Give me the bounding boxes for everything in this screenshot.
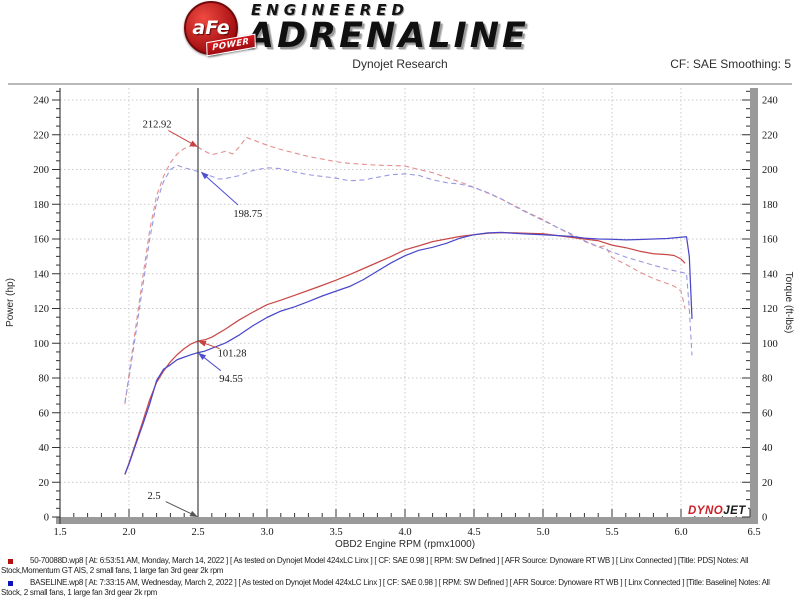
watermark-bg: [686, 503, 748, 516]
series-3: [124, 231, 693, 475]
annotation-arrowhead: [189, 510, 198, 517]
annotation-arrow: [202, 342, 220, 350]
x-tick-label: 5.5: [605, 527, 618, 538]
y-tick-label-left: 160: [33, 235, 49, 246]
afe-logo-block: aFe POWER ENGINEERED ADRENALINE: [184, 0, 529, 57]
y-tick-label-right: 160: [762, 235, 778, 246]
annotation-arrowhead: [198, 352, 207, 361]
annotation-arrowhead: [200, 171, 209, 180]
y-tick-label-right: 200: [762, 165, 778, 176]
y-axis-title-right: Torque (ft-lbs): [783, 272, 794, 334]
legend-line: Stock, 2 small fans, 1 large fan 3rd gea…: [1, 588, 158, 597]
x-tick-label: 2.5: [191, 527, 204, 538]
legend-marker-red: [8, 559, 13, 564]
y-tick-label-left: 120: [33, 304, 49, 315]
legend-text-modified: 50-70088D.wp8 [ At: 6:53:51 AM, Monday, …: [0, 556, 800, 576]
x-tick-label: 5.0: [536, 527, 549, 538]
x-tick-label: 4.5: [467, 527, 480, 538]
y-tick-label-right: 20: [762, 478, 773, 489]
annotation-arrow: [201, 355, 222, 372]
x-tick-label: 4.0: [398, 527, 411, 538]
y-tick-label-left: 220: [33, 130, 49, 141]
series-2: [124, 231, 686, 475]
y-tick-label-left: 100: [33, 339, 49, 350]
y-tick-label-right: 80: [762, 374, 773, 385]
y-tick-label-right: 40: [762, 443, 773, 454]
annotation-arrowhead: [189, 140, 198, 148]
legend-line: 50-70088D.wp8 [ At: 6:53:51 AM, Monday, …: [30, 556, 749, 565]
annotation-arrow: [204, 174, 239, 206]
legend: 50-70088D.wp8 [ At: 6:53:51 AM, Monday, …: [0, 556, 800, 600]
y-tick-label-right: 60: [762, 408, 773, 419]
y-tick-label-left: 140: [33, 269, 49, 280]
chart-header-row: Dynojet Research CF: SAE Smoothing: 5: [0, 57, 800, 73]
x-tick-label: 6.5: [747, 527, 760, 538]
brand-adrenaline: ADRENALINE: [247, 15, 529, 56]
legend-marker-blue: [8, 581, 13, 586]
y-tick-label-right: 100: [762, 339, 778, 350]
brand-engineered: ENGINEERED: [251, 0, 409, 19]
smoothing-setting: CF: SAE Smoothing: 5: [670, 57, 791, 71]
y-tick-label-right: 240: [762, 96, 778, 107]
y-tick-label-right: 120: [762, 304, 778, 315]
x-tick-label: 3.0: [260, 527, 273, 538]
chart-title: Dynojet Research: [352, 57, 448, 71]
legend-row-modified: 50-70088D.wp8 [ At: 6:53:51 AM, Monday, …: [0, 556, 800, 576]
afe-badge-text: aFe: [192, 17, 230, 39]
series-1: [124, 164, 693, 403]
y-tick-label-left: 80: [39, 374, 50, 385]
annotation-212.92: 212.92: [143, 120, 172, 131]
dyno-chart[interactable]: 1.5 2.0 2.5 3.0 3.5 4.0 4.5 5.0 5.5 6.0 6.5 0 0 20 20 4…: [0, 80, 800, 556]
right-axis-bar: [750, 88, 758, 524]
dynojet-logo: DYNOJET: [688, 505, 746, 517]
y-tick-label-left: 180: [33, 200, 49, 211]
annotation-arrowhead: [198, 340, 207, 347]
y-tick-label-left: 60: [39, 408, 50, 419]
y-tick-label-left: 240: [33, 96, 49, 107]
annotation-arrow: [165, 501, 194, 516]
brand-wordmark: ENGINEERED ADRENALINE: [247, 0, 529, 56]
legend-line: BASELINE.wp8 [ At: 7:33:15 AM, Wednesday…: [30, 578, 770, 587]
y-tick-label-left: 20: [39, 478, 50, 489]
y-tick-label-left: 0: [44, 513, 49, 524]
series-0: [124, 136, 686, 405]
cursor-value-label: 2.5: [147, 491, 160, 502]
y-axis-title-left: Power (hp): [5, 278, 16, 327]
annotation-arrow: [168, 129, 194, 146]
legend-text-baseline: BASELINE.wp8 [ At: 7:33:15 AM, Wednesday…: [0, 578, 800, 598]
y-tick-label-right: 180: [762, 200, 778, 211]
dyno-plot-svg[interactable]: 1.5 2.0 2.5 3.0 3.5 4.0 4.5 5.0 5.5 6.0 6.50 020 204…: [0, 80, 800, 556]
y-tick-label-right: 140: [762, 269, 778, 280]
x-tick-label: 2.0: [122, 527, 135, 538]
x-tick-label: 1.5: [53, 527, 66, 538]
y-tick-label-left: 40: [39, 443, 50, 454]
annotation-94.55: 94.55: [219, 374, 243, 385]
x-tick-label: 3.5: [329, 527, 342, 538]
y-tick-label-right: 0: [762, 513, 767, 524]
y-tick-label-left: 200: [33, 165, 49, 176]
x-axis-bar: [56, 517, 758, 524]
x-axis-title: OBD2 Engine RPM (rpmx1000): [335, 539, 475, 550]
y-tick-label-right: 220: [762, 130, 778, 141]
legend-line: Stock,Momentum GT AIS, 2 small fans, 1 l…: [1, 566, 224, 575]
annotation-198.75: 198.75: [233, 209, 262, 220]
annotation-101.28: 101.28: [218, 349, 247, 360]
x-tick-label: 6.0: [674, 527, 687, 538]
legend-row-baseline: BASELINE.wp8 [ At: 7:33:15 AM, Wednesday…: [0, 578, 800, 598]
afe-power-badge-icon: aFe POWER: [184, 1, 256, 57]
